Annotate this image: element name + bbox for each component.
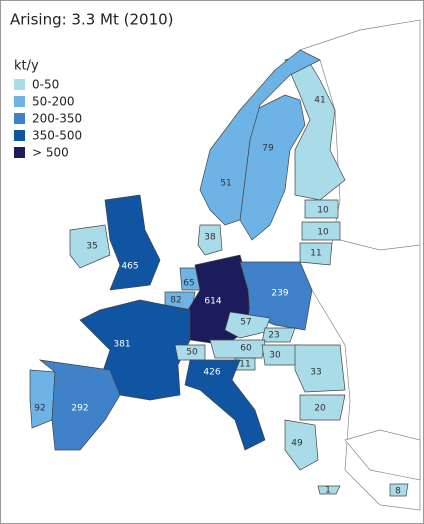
region-value: 614 xyxy=(204,297,221,307)
region-value: 33 xyxy=(310,368,321,378)
region-value: 8 xyxy=(395,487,401,497)
region-value: 65 xyxy=(183,279,194,289)
region-value: 20 xyxy=(314,404,326,414)
region-value: 82 xyxy=(170,296,181,306)
other-land xyxy=(299,19,421,511)
region xyxy=(224,311,271,339)
legend-swatch xyxy=(14,130,25,141)
region xyxy=(301,221,341,241)
region-value: 41 xyxy=(314,96,325,106)
region-value: 30 xyxy=(269,351,281,361)
legend-label: 200-350 xyxy=(32,112,82,126)
region-value: 10 xyxy=(317,206,329,216)
region-value: 23 xyxy=(268,331,279,341)
legend-label: 50-200 xyxy=(32,95,75,109)
region-value: 239 xyxy=(271,289,288,299)
other-land xyxy=(344,429,421,481)
region xyxy=(104,194,161,291)
legend-label: 350-500 xyxy=(32,129,82,143)
legend-label: 0-50 xyxy=(32,78,59,92)
region xyxy=(69,224,111,269)
region xyxy=(197,224,223,256)
legend-title: kt/y xyxy=(14,59,39,74)
borders xyxy=(339,239,421,251)
region xyxy=(284,54,346,201)
region xyxy=(199,49,321,226)
region-value: 92 xyxy=(34,404,45,414)
region xyxy=(317,485,341,495)
region xyxy=(261,344,301,366)
region-value: 11 xyxy=(310,249,321,259)
region xyxy=(209,339,266,359)
region xyxy=(304,199,339,219)
region-value: 35 xyxy=(86,242,97,252)
region xyxy=(299,242,333,266)
region-value: 50 xyxy=(186,348,198,358)
region-value: 381 xyxy=(113,340,130,350)
region xyxy=(38,359,121,451)
region xyxy=(299,394,346,421)
region-value: 51 xyxy=(220,179,231,189)
legend-label: > 500 xyxy=(32,146,69,160)
title: Arising: 3.3 Mt (2010) xyxy=(10,11,174,29)
region-value: 57 xyxy=(240,318,251,328)
region-value: 11 xyxy=(239,360,250,370)
region-value: 1 xyxy=(325,486,331,496)
region xyxy=(294,344,346,393)
region xyxy=(239,261,313,331)
region xyxy=(284,419,319,471)
region-value: 426 xyxy=(203,368,220,378)
region-value: 60 xyxy=(240,344,252,354)
region-value: 79 xyxy=(262,144,274,154)
region-value: 49 xyxy=(291,439,303,449)
legend-swatch xyxy=(14,113,25,124)
region xyxy=(389,483,409,497)
region-value: 292 xyxy=(71,404,88,414)
region xyxy=(261,327,296,343)
region xyxy=(184,359,266,451)
region-value: 10 xyxy=(317,228,329,238)
legend-swatch xyxy=(14,96,25,107)
legend-swatch xyxy=(14,147,25,158)
region-value: 465 xyxy=(121,262,138,272)
region-value: 38 xyxy=(204,233,216,243)
region xyxy=(29,369,56,429)
legend-swatch xyxy=(14,79,25,90)
